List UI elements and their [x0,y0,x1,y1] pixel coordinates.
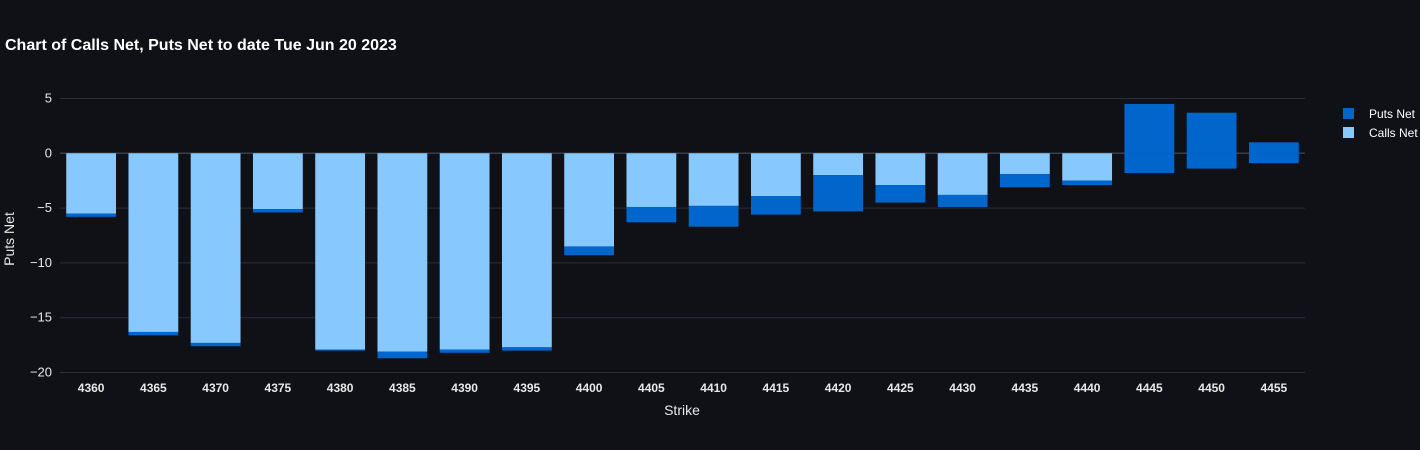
bar-puts-net-4455[interactable] [1248,153,1299,164]
bar-puts-net-4370[interactable] [190,342,241,347]
bar-puts-net-4440[interactable] [1062,180,1113,186]
x-tick-label: 4440 [1074,381,1101,395]
bar-calls-net-4400[interactable] [564,153,615,247]
bar-puts-net-4410[interactable] [688,205,739,227]
x-tick-label: 4360 [78,381,105,395]
bar-puts-net-4425[interactable] [875,185,926,203]
x-tick-label: 4395 [514,381,541,395]
bar-calls-net-4415[interactable] [750,153,801,197]
x-tick-label: 4370 [202,381,229,395]
bar-calls-net-4360[interactable] [66,153,117,214]
x-tick-label: 4455 [1261,381,1288,395]
bar-puts-net-4415[interactable] [750,196,801,215]
bar-puts-net-4375[interactable] [252,209,303,213]
bar-calls-net-4390[interactable] [439,153,490,350]
y-tick-label: −5 [37,200,52,215]
bar-puts-net-4390[interactable] [439,349,490,353]
bar-puts-net-4420[interactable] [813,175,864,212]
bar-calls-net-4395[interactable] [501,153,552,348]
bar-calls-net-4435[interactable] [999,153,1050,175]
bar-puts-net-4435[interactable] [999,174,1050,188]
legend-item-calls-net[interactable]: Calls Net [1343,126,1418,140]
x-tick-label: 4405 [638,381,665,395]
x-tick-label: 4420 [825,381,852,395]
x-tick-label: 4380 [327,381,354,395]
x-axis-ticks: 4360 4365 4370 4375 4380 4385 4390 4395 4400 4405… [78,381,1288,395]
x-tick-label: 4390 [451,381,478,395]
bar-puts-net-4395[interactable] [501,347,552,351]
bar-puts-net-4450[interactable] [1186,112,1237,154]
legend-item-puts-net[interactable]: Puts Net [1343,107,1416,121]
x-tick-label: 4435 [1012,381,1039,395]
x-tick-label: 4365 [140,381,167,395]
bar-puts-net-4455[interactable] [1248,142,1299,154]
x-tick-label: 4430 [949,381,976,395]
legend-swatch [1343,127,1354,138]
bar-calls-net-4365[interactable] [128,153,179,332]
bar-calls-net-4370[interactable] [190,153,241,343]
x-tick-label: 4375 [265,381,292,395]
x-tick-label: 4450 [1198,381,1225,395]
legend-swatch [1343,108,1354,119]
bar-puts-net-4450[interactable] [1186,153,1237,169]
bar-calls-net-4385[interactable] [377,153,428,352]
legend: Puts Net Calls Net [1343,107,1418,140]
bar-calls-net-4440[interactable] [1062,153,1113,181]
x-tick-label: 4415 [763,381,790,395]
bar-puts-net-4445[interactable] [1124,103,1175,154]
y-tick-label: −20 [30,365,52,380]
bar-calls-net-4375[interactable] [252,153,303,210]
bar-puts-net-4445[interactable] [1124,153,1175,173]
bar-calls-net-4430[interactable] [937,153,988,195]
legend-label: Calls Net [1369,126,1418,140]
bar-puts-net-4400[interactable] [564,246,615,256]
bar-puts-net-4365[interactable] [128,331,179,336]
bar-calls-net-4380[interactable] [315,153,366,350]
x-tick-label: 4410 [700,381,727,395]
y-axis-ticks: 5 0 −5 −10 −15 −20 [30,90,52,379]
y-tick-label: −15 [30,310,52,325]
chart-title: Chart of Calls Net, Puts Net to date Tue… [5,37,397,54]
legend-label: Puts Net [1369,107,1416,121]
bar-puts-net-4385[interactable] [377,351,428,359]
x-tick-label: 4385 [389,381,416,395]
bar-calls-net-4420[interactable] [813,153,864,176]
bar-puts-net-4380[interactable] [315,349,366,351]
y-tick-label: 5 [45,90,52,105]
grid-layer [60,97,1305,374]
y-tick-label: −10 [30,255,52,270]
bars-layer [66,103,1299,359]
x-axis-title: Strike [664,402,700,418]
bar-calls-net-4410[interactable] [688,153,739,206]
bar-puts-net-4360[interactable] [66,213,117,217]
bar-calls-net-4405[interactable] [626,153,677,207]
bar-calls-net-4425[interactable] [875,153,926,186]
x-tick-label: 4400 [576,381,603,395]
x-tick-label: 4445 [1136,381,1163,395]
x-tick-label: 4425 [887,381,914,395]
y-axis-title: Puts Net [1,212,17,266]
bar-puts-net-4405[interactable] [626,206,677,223]
bar-puts-net-4430[interactable] [937,194,988,207]
y-tick-label: 0 [45,145,52,160]
